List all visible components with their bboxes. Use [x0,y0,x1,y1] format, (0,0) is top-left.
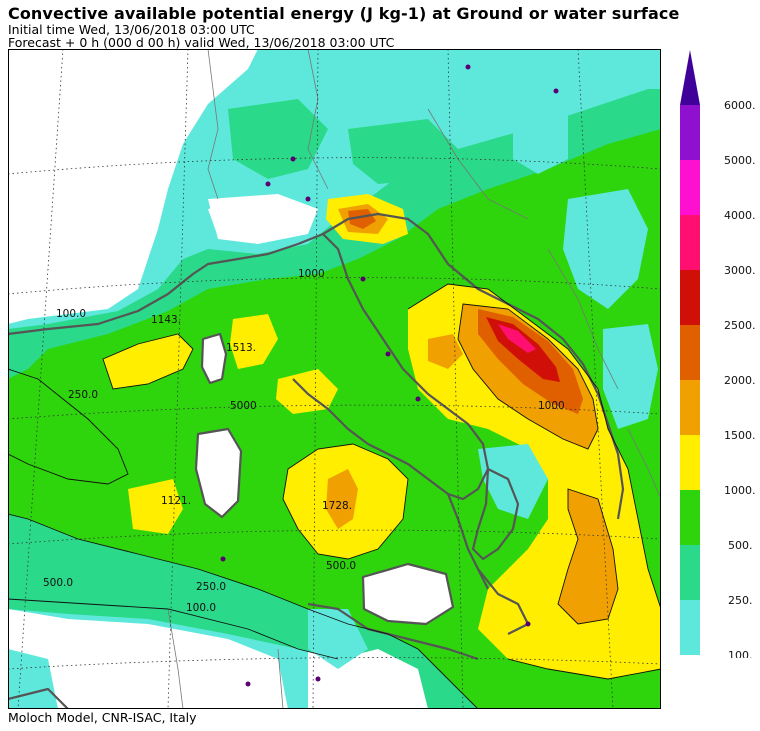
colorbar-swatch-500 [680,490,700,545]
colorbar-swatch-4000 [680,160,700,215]
label-1728: 1728. [322,500,352,512]
land-below-100-sicily [363,564,453,624]
field-500 [8,129,661,709]
field-250-north [228,99,328,179]
forecast-time-text: Forecast + 0 h (000 d 00 h) valid Wed, 1… [8,35,395,50]
cape-map: 1143. 1513. 1728. 1121. 500.0 500.0 250.… [8,49,661,709]
colorbar-arrow [680,50,700,105]
field-1500-tyrrhenian [326,469,358,529]
label-5000: 5000 [230,400,257,412]
field-100-balkan-2 [603,324,658,429]
field-250-sw [8,529,338,649]
label-1000-b: 1000 [538,400,565,412]
colorbar-swatch-5000 [680,105,700,160]
field-1500-adriatic-w [428,334,463,369]
colorbar: 6000. 5000. 4000. 3000. 2500. 2000. 1500… [680,50,756,658]
colorbar-label-500: 500. [728,539,753,552]
field-1000-corsica-e [230,314,278,369]
colorbar-swatch-100 [680,600,700,655]
chart-title: Convective available potential energy (J… [8,4,680,23]
label-500-a: 500.0 [43,577,73,589]
land-below-100-corsica [202,334,226,383]
colorbar-swatch-2500 [680,270,700,325]
map-frame [8,49,661,709]
field-1000-sardinia-w [128,479,183,534]
colorbar-label-100: 100. [728,649,753,658]
contours [8,283,661,709]
label-100-a: 100.0 [186,602,216,614]
graticule [8,49,661,709]
field-100-greece [478,444,548,519]
colorbar-label-4000: 4000. [724,209,756,222]
field-3000 [498,324,536,353]
label-250-b: 250.0 [68,389,98,401]
initial-time-text: Initial time Wed, 13/06/2018 03:00 UTC [8,22,255,37]
colorbar-swatch-2000 [680,325,700,380]
colorbar-swatch-1000 [680,435,700,490]
field-below-100-sw [8,609,288,709]
field-1000-ligurian [103,334,193,389]
field-below-100-nw [8,49,258,324]
colorbar-label-2500: 2500. [724,319,756,332]
colorbar-label-6000: 6000. [724,99,756,112]
label-1513: 1513. [226,342,256,354]
label-1121: 1121. [161,495,191,507]
colorbar-swatch-3000 [680,215,700,270]
colorbar-label-250: 250. [728,594,753,607]
colorbar-swatch-1500 [680,380,700,435]
colorbar-label-2000: 2000. [724,374,756,387]
land-below-100-sardinia [196,429,241,517]
field-100-tunisia [308,609,368,669]
colorbar-swatch-250 [680,545,700,600]
colorbar-label-1500: 1500. [724,429,756,442]
field-100-north [283,49,428,119]
model-credit: Moloch Model, CNR-ISAC, Italy [8,710,197,725]
colorbar-label-5000: 5000. [724,154,756,167]
field-250-north-e [348,119,458,184]
label-250-a: 250.0 [196,581,226,593]
label-500-b: 500.0 [326,560,356,572]
label-1000-a: 1000 [298,268,325,280]
colorbar-label-3000: 3000. [724,264,756,277]
land-below-100-north [208,199,308,241]
field-2000-north [348,209,376,229]
field-100-ne-2 [513,49,568,174]
country-borders [167,49,661,709]
colorbar-label-1000: 1000. [724,484,756,497]
label-100-b: 100.0 [56,308,86,320]
field-100-sw-africa [8,649,58,709]
coastlines [8,212,625,709]
label-1143: 1143. [151,314,181,326]
station-dots [220,64,559,687]
field-100-balkan [563,189,648,309]
